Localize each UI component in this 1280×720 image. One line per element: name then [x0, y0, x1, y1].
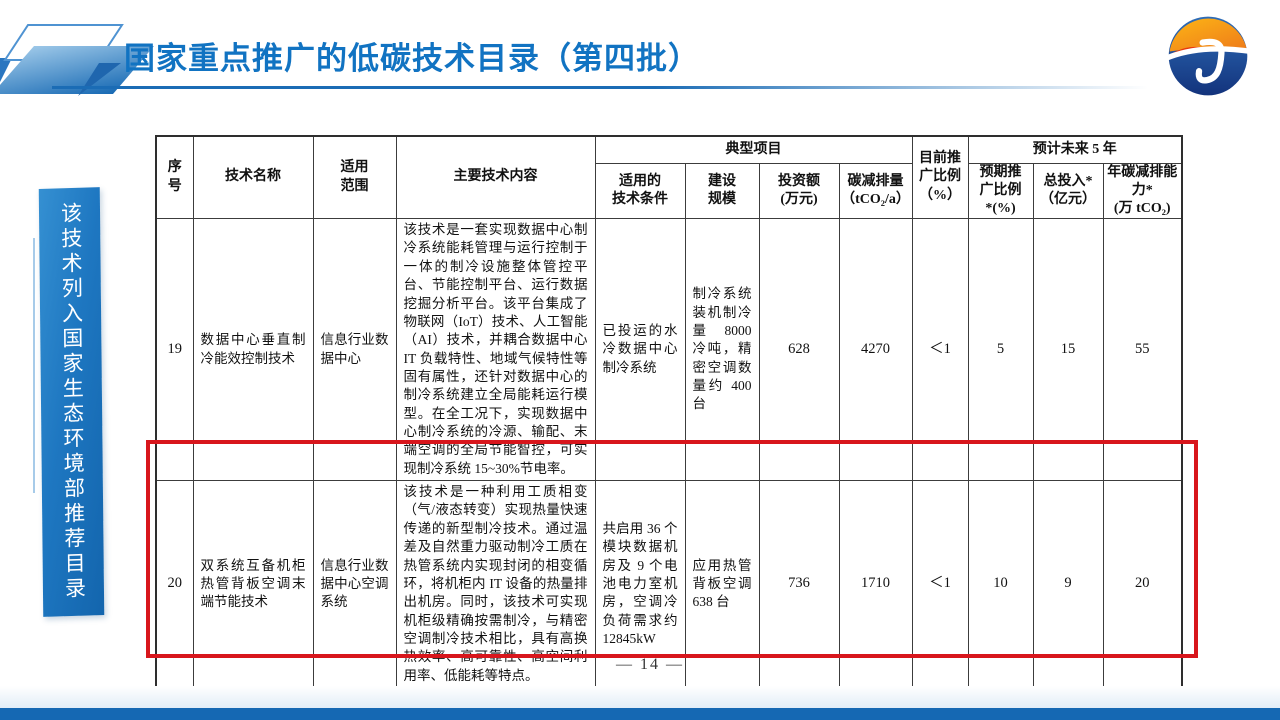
cell-no: 19: [155, 218, 194, 482]
col-header-reduction: 碳减排量 （tCO₂/a）: [838, 162, 913, 220]
bottom-blue-bar: [0, 708, 1280, 720]
cell-scale: 制冷系统装机制冷量 8000 冷吨，精密空调数量约 400 台: [684, 218, 760, 482]
cell-condition: 已投运的水冷数据中心制冷系统: [594, 218, 686, 482]
cell-expected-ratio: 10: [967, 480, 1034, 689]
header-group-row: 序 号 技术名称 适用 范围 主要技术内容 典型项目 目前推 广比例 （%） 预…: [155, 135, 1183, 220]
col-header-scope: 适用 范围: [312, 135, 397, 220]
col-header-scale: 建设 规模: [684, 162, 760, 220]
col-header-investment: 投资额 (万元): [758, 162, 840, 220]
col-header-expected-ratio: 预期推 广比例 *(%): [967, 162, 1034, 220]
col-header-no: 序 号: [155, 135, 194, 220]
title-underline: [52, 86, 1148, 89]
cell-investment: 628: [758, 218, 840, 482]
table-row-20: 20 双系统互备机柜热管背板空调末端节能技术 信息行业数据中心空调系统 该技术是…: [155, 480, 1183, 689]
cell-content: 该技术是一套实现数据中心制冷系统能耗管理与运行控制于一体的制冷设施整体管控平台、…: [395, 218, 596, 482]
bottom-fade-strip: [0, 686, 1280, 708]
jp-logo-icon: [1163, 16, 1253, 96]
col-header-current-ratio: 目前推 广比例 （%）: [911, 135, 969, 220]
side-ribbon: 该技术列入国家生态环境部推荐目录: [38, 187, 105, 617]
cell-reduction: 4270: [838, 218, 913, 482]
col-group-typical-project: 典型项目: [594, 135, 913, 164]
col-header-total-investment: 总投入* （亿元）: [1032, 162, 1104, 220]
cell-total-investment: 9: [1032, 480, 1104, 689]
cell-reduction: 1710: [838, 480, 913, 689]
col-group-next-5-years: 预计未来 5 年: [967, 135, 1183, 164]
cell-annual-capacity: 20: [1102, 480, 1183, 689]
cell-condition: 共启用 36 个模块数据机房及 9 个电池电力室机房，空调冷负荷需求约 1284…: [594, 480, 686, 689]
technology-catalog-table: 序 号 技术名称 适用 范围 主要技术内容 典型项目 目前推 广比例 （%） 预…: [155, 135, 1183, 690]
col-header-annual-capacity: 年碳减排能 力* (万 tCO₂): [1102, 162, 1183, 220]
ribbon-text: 该技术列入国家生态环境部推荐目录: [58, 201, 86, 603]
col-header-content: 主要技术内容: [395, 135, 596, 220]
corner-decoration: [0, 24, 154, 96]
table-row-19: 19 数据中心垂直制冷能效控制技术 信息行业数据中心 该技术是一套实现数据中心制…: [155, 218, 1183, 482]
col-header-condition: 适用的 技术条件: [594, 162, 686, 220]
page-number: — 14 —: [616, 656, 684, 673]
cell-current-ratio: ＜1: [911, 218, 969, 482]
cell-no: 20: [155, 480, 194, 689]
catalog-table: 序 号 技术名称 适用 范围 主要技术内容 典型项目 目前推 广比例 （%） 预…: [155, 135, 1183, 690]
col-header-name: 技术名称: [192, 135, 314, 220]
page-title: 国家重点推广的低碳技术目录（第四批）: [124, 41, 700, 76]
cell-scope: 信息行业数据中心空调系统: [312, 480, 397, 689]
ribbon-accent-line: [33, 238, 35, 493]
highlight-red-box: [146, 440, 1198, 658]
cell-annual-capacity: 55: [1102, 218, 1183, 482]
cell-expected-ratio: 5: [967, 218, 1034, 482]
